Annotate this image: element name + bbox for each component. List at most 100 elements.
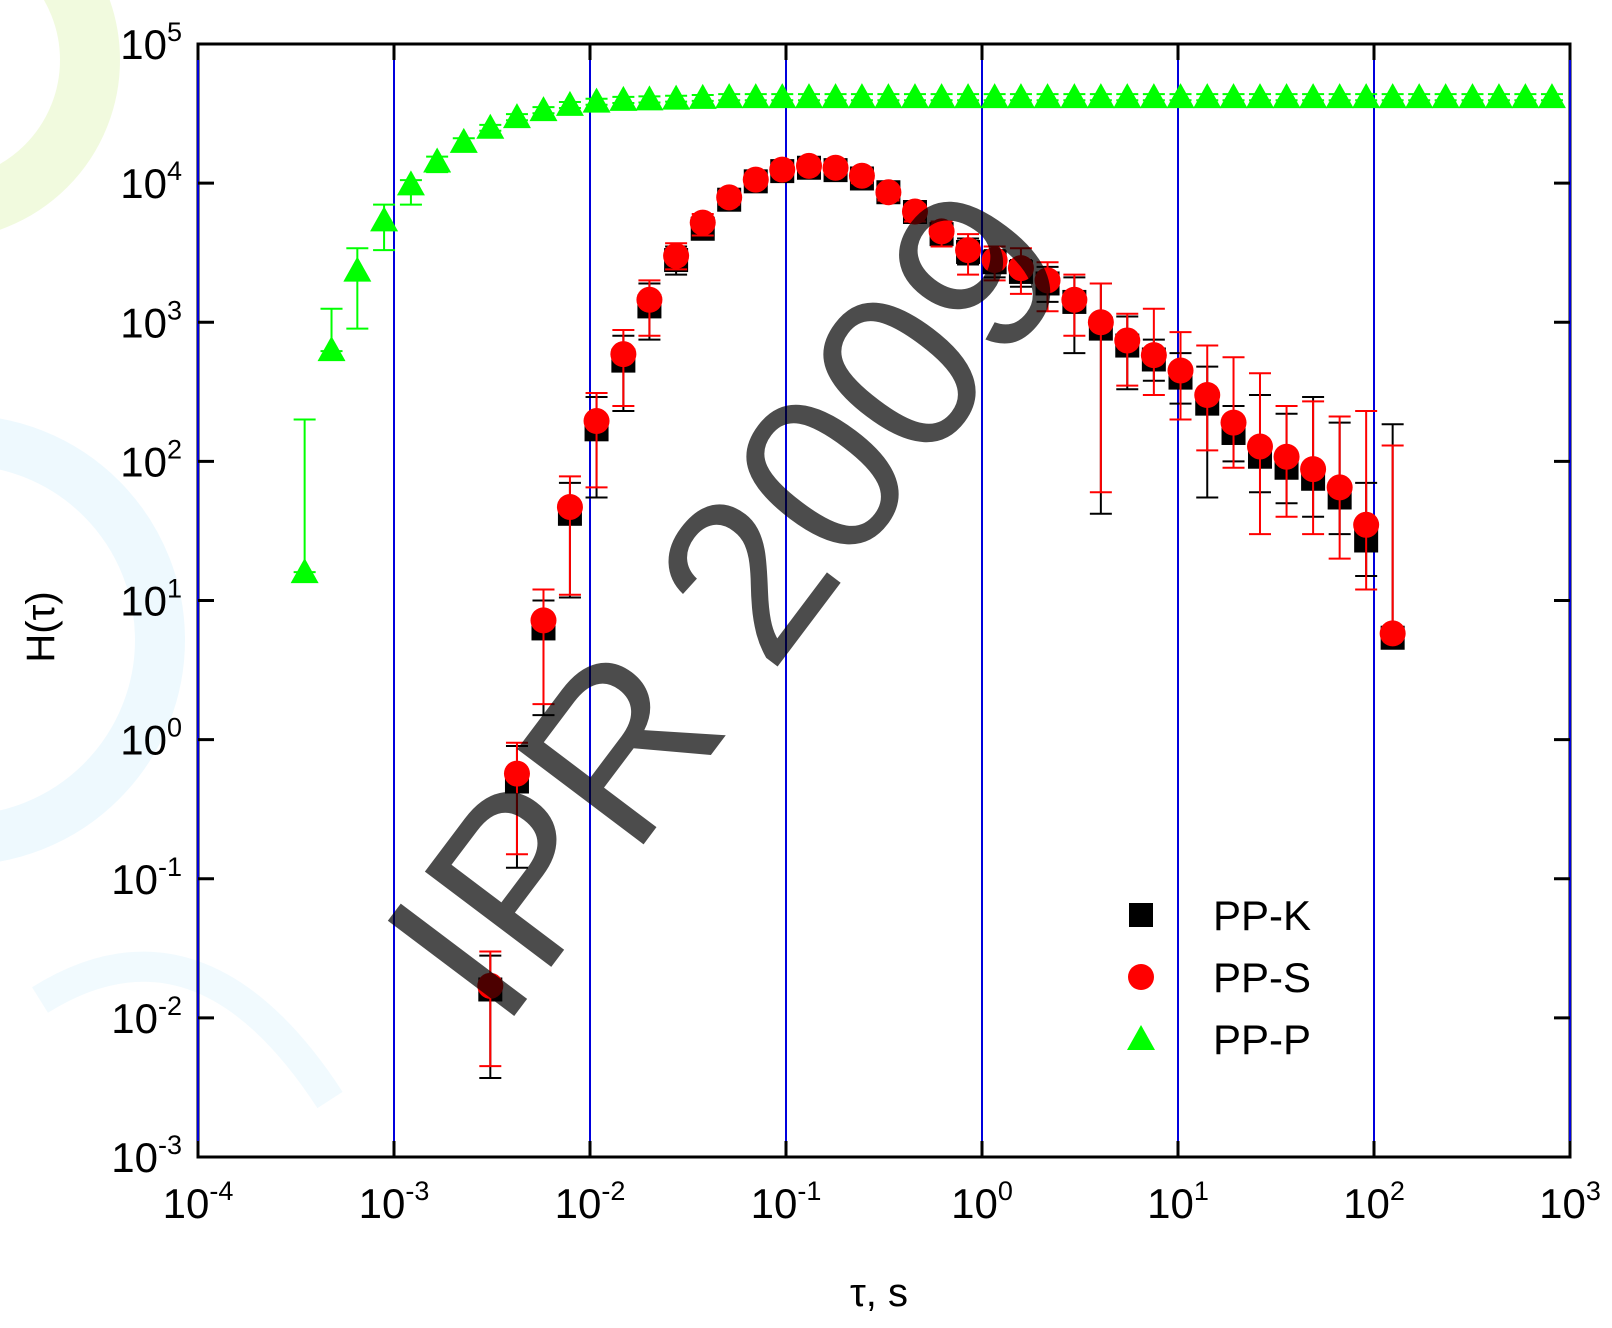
legend-marker	[1129, 903, 1153, 927]
data-point	[821, 83, 850, 109]
x-tick-label: 101	[1147, 1176, 1209, 1227]
data-point	[503, 760, 530, 787]
error-bar	[1381, 444, 1404, 635]
data-point	[317, 336, 346, 362]
data-point	[1245, 83, 1274, 109]
legend-label: PP-S	[1213, 954, 1311, 1001]
data-point	[688, 83, 717, 109]
data-point	[1194, 381, 1221, 408]
y-tick-label: 104	[120, 156, 182, 207]
legend-label: PP-K	[1213, 892, 1311, 939]
data-point	[582, 87, 611, 113]
data-point	[1405, 83, 1434, 109]
data-point	[715, 83, 744, 109]
data-point	[1007, 255, 1034, 282]
data-point	[1537, 83, 1566, 109]
data-point	[1353, 511, 1380, 538]
x-tick-label: 10-4	[163, 1176, 234, 1227]
data-point	[1246, 433, 1273, 460]
legend-marker	[1128, 964, 1154, 990]
data-point	[290, 558, 319, 584]
y-tick-label: 105	[120, 17, 182, 68]
data-point	[822, 154, 849, 181]
y-axis-label: H(τ)	[19, 591, 63, 662]
data-point	[1114, 327, 1141, 354]
data-point	[662, 84, 691, 110]
x-tick-label: 10-2	[555, 1176, 626, 1227]
data-point	[980, 83, 1009, 109]
data-point	[663, 242, 690, 269]
y-tick-label: 10-3	[111, 1130, 182, 1181]
data-point	[1034, 267, 1061, 294]
data-point	[1352, 83, 1381, 109]
data-point	[795, 152, 822, 179]
x-tick-label: 10-1	[751, 1176, 822, 1227]
data-point	[1431, 83, 1460, 109]
data-point	[741, 83, 770, 109]
error-bar	[479, 950, 502, 1068]
data-point	[847, 83, 876, 109]
data-point	[1511, 83, 1540, 109]
watermark: IPR 2009	[335, 142, 1117, 1063]
data-point	[583, 408, 610, 435]
data-point	[1484, 83, 1513, 109]
data-point	[396, 170, 425, 196]
data-point	[848, 162, 875, 189]
data-point	[1113, 83, 1142, 109]
data-point	[900, 83, 929, 109]
data-point	[636, 286, 663, 313]
y-tick-label: 10-1	[111, 852, 182, 903]
data-point	[875, 179, 902, 206]
y-tick-label: 102	[120, 434, 182, 485]
x-tick-label: 103	[1539, 1176, 1601, 1227]
data-point	[449, 127, 478, 153]
data-point	[742, 166, 769, 193]
background-decoration	[0, 0, 343, 1109]
data-point	[901, 198, 928, 225]
y-tick-label: 10-2	[111, 991, 182, 1042]
x-tick-label: 100	[951, 1176, 1013, 1227]
data-point	[370, 206, 399, 232]
x-axis-label: τ, s	[850, 1271, 908, 1315]
data-point	[1006, 83, 1035, 109]
data-point	[476, 113, 505, 139]
data-point	[610, 341, 637, 368]
data-point	[1300, 456, 1327, 483]
data-point	[1326, 474, 1353, 501]
legend-marker	[1127, 1025, 1155, 1050]
data-point	[689, 209, 716, 236]
data-point	[955, 237, 982, 264]
data-point	[927, 83, 956, 109]
data-point	[1220, 409, 1247, 436]
data-point	[1272, 83, 1301, 109]
data-point	[530, 607, 557, 634]
data-point	[1086, 83, 1115, 109]
legend-label: PP-P	[1213, 1016, 1311, 1063]
data-point	[1299, 83, 1328, 109]
data-point	[716, 184, 743, 211]
data-point	[1061, 286, 1088, 313]
data-point	[502, 103, 531, 129]
error-bar	[293, 418, 316, 574]
y-tick-label: 101	[120, 574, 182, 625]
data-point	[1458, 83, 1487, 109]
data-point	[1219, 83, 1248, 109]
data-point	[1140, 342, 1167, 369]
data-point	[343, 256, 372, 282]
data-point	[1325, 83, 1354, 109]
data-point	[609, 85, 638, 111]
data-point	[1273, 443, 1300, 470]
data-point	[635, 85, 664, 111]
data-point	[1167, 357, 1194, 384]
data-point	[928, 218, 955, 245]
data-point	[1139, 83, 1168, 109]
data-point	[1193, 83, 1222, 109]
data-point	[423, 147, 452, 173]
data-point	[1087, 309, 1114, 336]
data-point	[768, 83, 797, 109]
data-point	[1378, 83, 1407, 109]
data-point	[1033, 83, 1062, 109]
data-point	[529, 96, 558, 122]
y-tick-label: 100	[120, 713, 182, 764]
